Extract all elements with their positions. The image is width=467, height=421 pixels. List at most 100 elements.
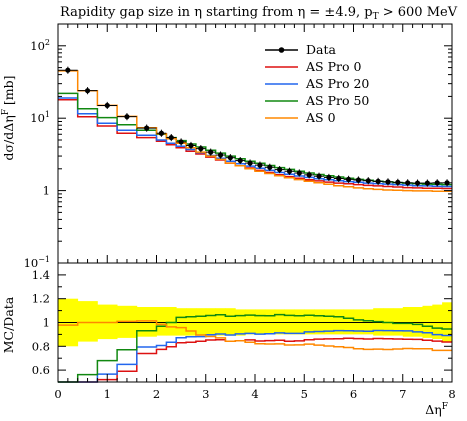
data-point xyxy=(355,177,362,183)
data-point xyxy=(247,160,253,166)
ratio-line-0 xyxy=(58,337,452,383)
chart-title: Rapidity gap size in η starting from η =… xyxy=(60,5,458,22)
data-point xyxy=(277,166,283,173)
data-point xyxy=(444,180,450,186)
chart-title-main: Rapidity gap size in η starting from η =… xyxy=(60,5,373,20)
ratio-axis-label: MC/Data xyxy=(1,296,16,353)
data-point xyxy=(84,88,91,94)
x-tick-label: 6 xyxy=(350,387,357,401)
main-plot: 102 101 1 10−1 xyxy=(24,23,453,270)
data-point xyxy=(65,67,71,73)
ratio-band-bin xyxy=(432,304,443,340)
data-point xyxy=(365,178,371,184)
data-point xyxy=(267,164,273,170)
ratio-band-bin xyxy=(186,308,197,336)
ratio-band-bin xyxy=(205,308,217,336)
ratio-band-bin xyxy=(304,309,315,335)
y-axis-label-sup: F xyxy=(1,109,11,115)
ratio-band-bin xyxy=(255,309,266,335)
ratio-band-bin xyxy=(422,305,433,338)
data-point xyxy=(237,157,243,164)
data-point xyxy=(306,172,312,178)
data-point xyxy=(124,114,130,120)
y-tick-label: 10−1 xyxy=(24,255,50,270)
data-point xyxy=(385,179,391,185)
ratio-band-bin xyxy=(264,309,276,335)
y-tick-label: 101 xyxy=(30,110,50,125)
data-point xyxy=(227,155,233,161)
ratio-tick-label: 1.2 xyxy=(32,292,50,306)
ratio-band-bin xyxy=(245,309,256,335)
legend-label: AS 0 xyxy=(305,110,336,125)
legend: Data AS Pro 0 AS Pro 20 AS Pro 50 AS 0 xyxy=(265,42,369,125)
data-point xyxy=(198,146,204,152)
data-point xyxy=(336,175,342,182)
data-point xyxy=(188,142,194,149)
ratio-band-bin xyxy=(412,307,423,337)
main-plot-frame xyxy=(57,23,453,264)
ratio-tick-label: 1 xyxy=(43,316,50,330)
legend-label: Data xyxy=(306,42,336,57)
legend-label: AS Pro 0 xyxy=(305,59,361,74)
series-line-3 xyxy=(58,70,452,192)
data-point xyxy=(395,179,401,185)
data-point xyxy=(158,130,165,136)
ratio-band-bin xyxy=(402,307,414,337)
data-point xyxy=(405,180,411,186)
ratio-band-bin xyxy=(195,308,207,336)
ratio-line-1 xyxy=(58,329,452,383)
y-tick-label: 102 xyxy=(30,38,50,53)
legend-label: AS Pro 20 xyxy=(305,76,369,91)
x-tick-label: 0 xyxy=(54,387,61,401)
x-axis-label-sup: F xyxy=(442,402,448,412)
x-tick-label: 8 xyxy=(448,387,455,401)
ratio-band-bin xyxy=(136,307,157,337)
data-point xyxy=(345,176,352,182)
x-axis-label: ΔηF xyxy=(425,402,448,417)
ratio-band-bin xyxy=(274,309,285,335)
ratio-band-bin xyxy=(294,309,305,335)
ratio-tick-label: 0.8 xyxy=(32,339,50,353)
data-point xyxy=(217,152,224,158)
chart-title-sub: T xyxy=(373,12,379,22)
ratio-plot: 0.6 0.8 1 1.2 1.4 0 1 2 3 4 5 6 7 8 xyxy=(32,24,456,401)
x-tick-label: 1 xyxy=(104,387,111,401)
data-point xyxy=(104,102,110,109)
ratio-band-bin xyxy=(166,307,177,336)
data-point xyxy=(168,134,174,141)
x-tick-label: 2 xyxy=(153,387,160,401)
ratio-line-3 xyxy=(58,320,452,352)
data-point xyxy=(257,162,263,168)
x-tick-label: 7 xyxy=(399,387,406,401)
chart-title-tail: > 600 MeV xyxy=(379,5,458,20)
data-point xyxy=(208,149,214,155)
ratio-tick-label: 0.6 xyxy=(32,363,50,377)
y-tick-label: 1 xyxy=(43,184,50,198)
data-point xyxy=(375,178,381,184)
ratio-band-bin xyxy=(215,308,226,336)
ratio-band-bin xyxy=(363,309,374,335)
data-point xyxy=(316,173,322,179)
ratio-band-bin xyxy=(392,308,404,336)
ratio-band-bin xyxy=(156,307,167,336)
data-point xyxy=(414,180,421,186)
ratio-band-bin xyxy=(324,309,335,335)
ratio-band-bin xyxy=(314,309,325,335)
y-axis-label: dσ/dΔηF [mb] xyxy=(1,75,16,160)
ratio-band-bin xyxy=(333,309,345,335)
data-point xyxy=(424,180,430,186)
y-axis-label-main: dσ/dΔη xyxy=(1,115,16,160)
ratio-tick-label: 1.4 xyxy=(32,268,50,282)
ratio-band-bin xyxy=(343,309,354,335)
x-tick-label: 5 xyxy=(301,387,308,401)
x-tick-label: 3 xyxy=(202,387,209,401)
x-axis-label-main: Δη xyxy=(425,402,442,417)
ratio-band-bin xyxy=(77,301,98,342)
data-point xyxy=(144,125,150,131)
ratio-band-bin xyxy=(284,309,295,335)
y-axis-label-unit: [mb] xyxy=(1,75,16,109)
data-point xyxy=(178,139,184,145)
ratio-band-bin xyxy=(442,302,453,342)
ratio-band-bin xyxy=(225,308,236,336)
